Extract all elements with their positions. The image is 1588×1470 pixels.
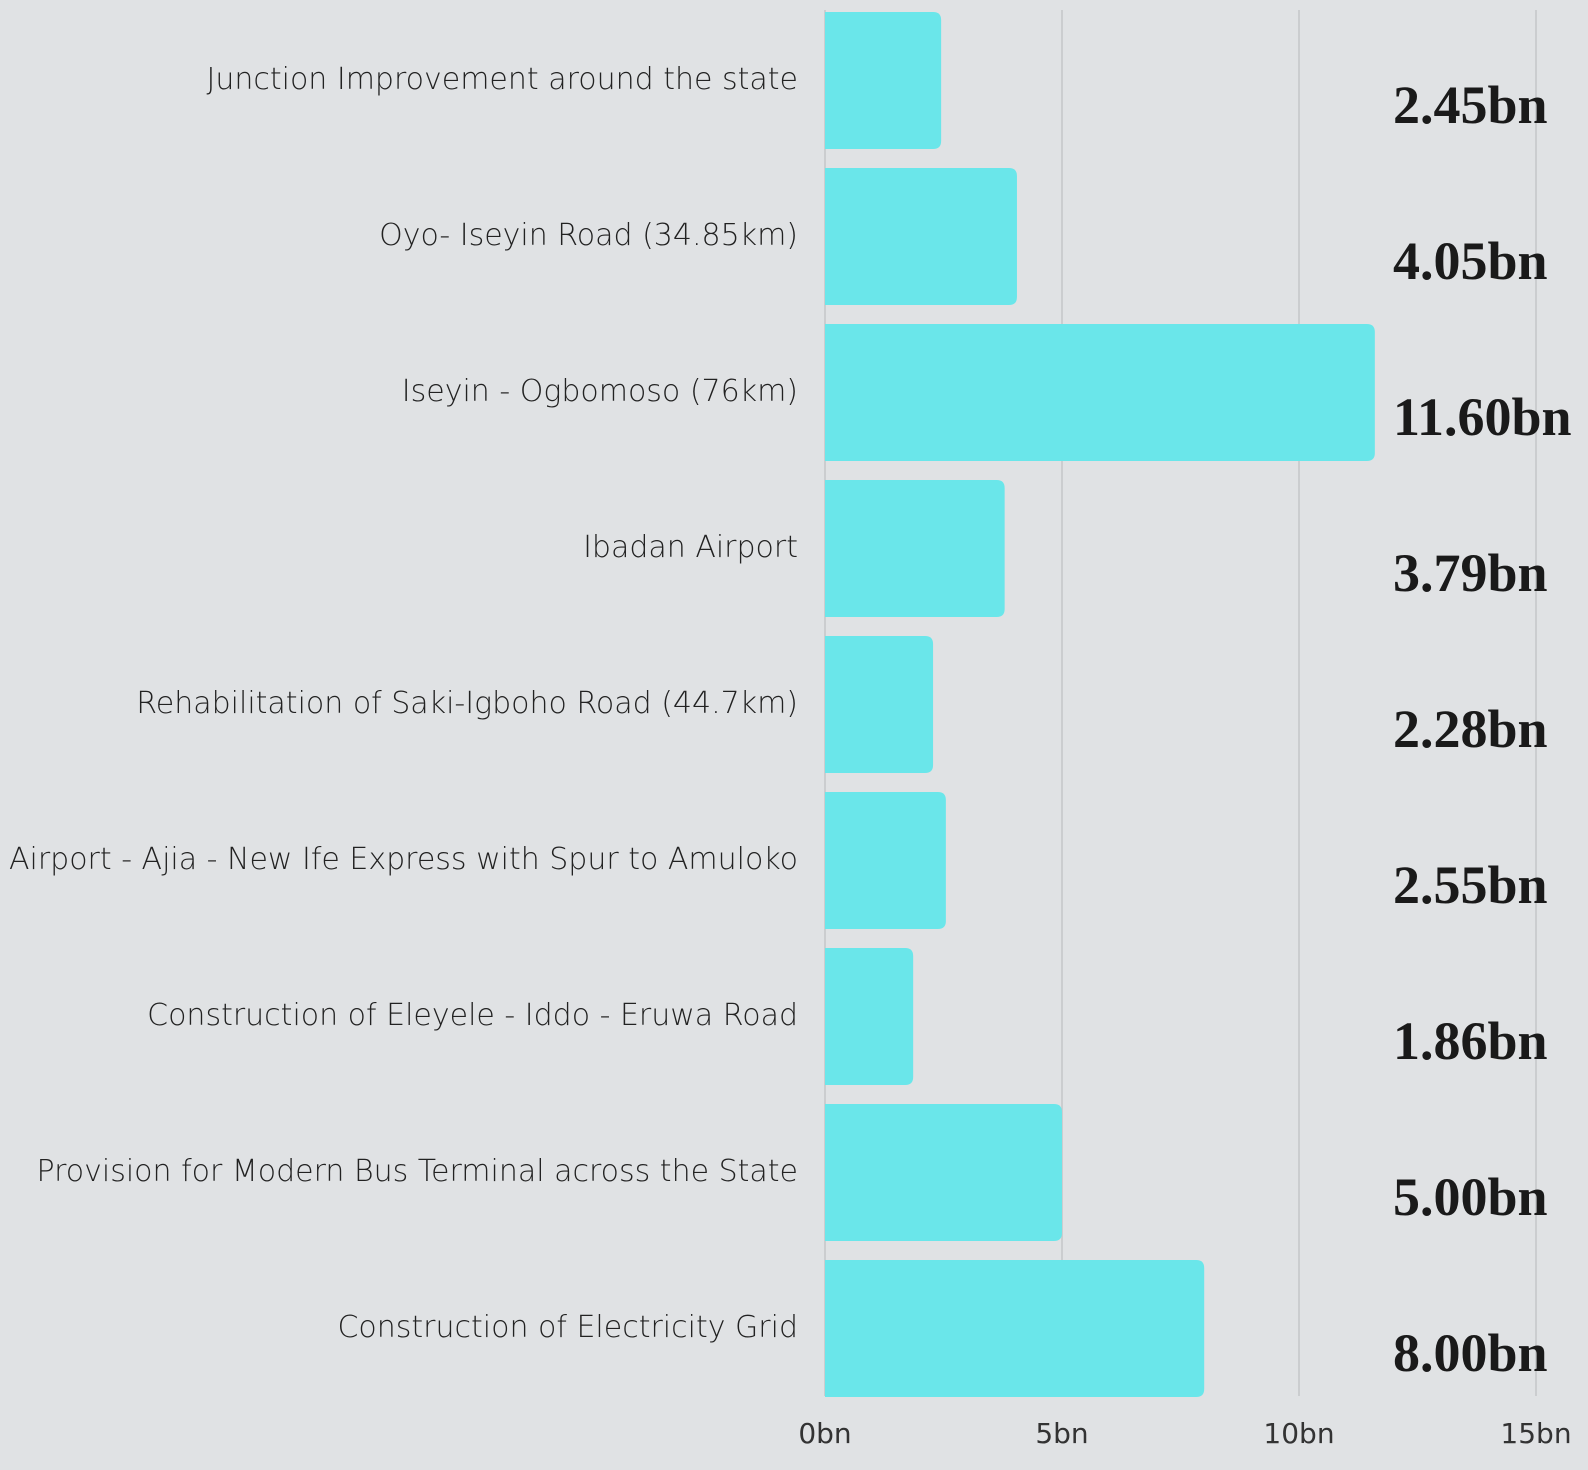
category-label: Airport - Ajia - New Ife Express with Sp… bbox=[9, 842, 798, 877]
category-label: Construction of Eleyele - Iddo - Eruwa R… bbox=[147, 998, 798, 1033]
category-label: Ibadan Airport bbox=[583, 530, 798, 565]
bar bbox=[825, 792, 946, 929]
bar bbox=[825, 948, 914, 1085]
value-label: 11.60bn bbox=[1393, 387, 1572, 447]
category-label: Provision for Modern Bus Terminal across… bbox=[37, 1154, 798, 1189]
category-label: Iseyin - Ogbomoso (76km) bbox=[402, 374, 798, 409]
value-label: 3.79bn bbox=[1393, 543, 1548, 603]
value-label: 1.86bn bbox=[1393, 1011, 1548, 1071]
bar bbox=[825, 12, 942, 149]
x-tick-label: 15bn bbox=[1500, 1417, 1571, 1450]
category-label: Construction of Electricity Grid bbox=[337, 1310, 798, 1345]
category-label: Oyo- Iseyin Road (34.85km) bbox=[379, 218, 798, 253]
category-label: Rehabilitation of Saki-Igboho Road (44.7… bbox=[136, 686, 798, 721]
bar bbox=[825, 168, 1017, 305]
value-label: 2.28bn bbox=[1393, 699, 1548, 759]
bar bbox=[825, 324, 1375, 461]
value-label: 5.00bn bbox=[1393, 1167, 1548, 1227]
category-label: Junction Improvement around the state bbox=[206, 62, 798, 97]
value-label: 8.00bn bbox=[1393, 1323, 1548, 1383]
x-tick-label: 5bn bbox=[1035, 1417, 1088, 1450]
value-label: 2.45bn bbox=[1393, 75, 1548, 135]
bar bbox=[825, 1260, 1205, 1397]
x-tick-label: 10bn bbox=[1263, 1417, 1334, 1450]
value-label: 2.55bn bbox=[1393, 855, 1548, 915]
bar bbox=[825, 480, 1005, 617]
value-label: 4.05bn bbox=[1393, 231, 1548, 291]
x-tick-label: 0bn bbox=[798, 1417, 851, 1450]
bar bbox=[825, 636, 934, 773]
bar bbox=[825, 1104, 1062, 1241]
